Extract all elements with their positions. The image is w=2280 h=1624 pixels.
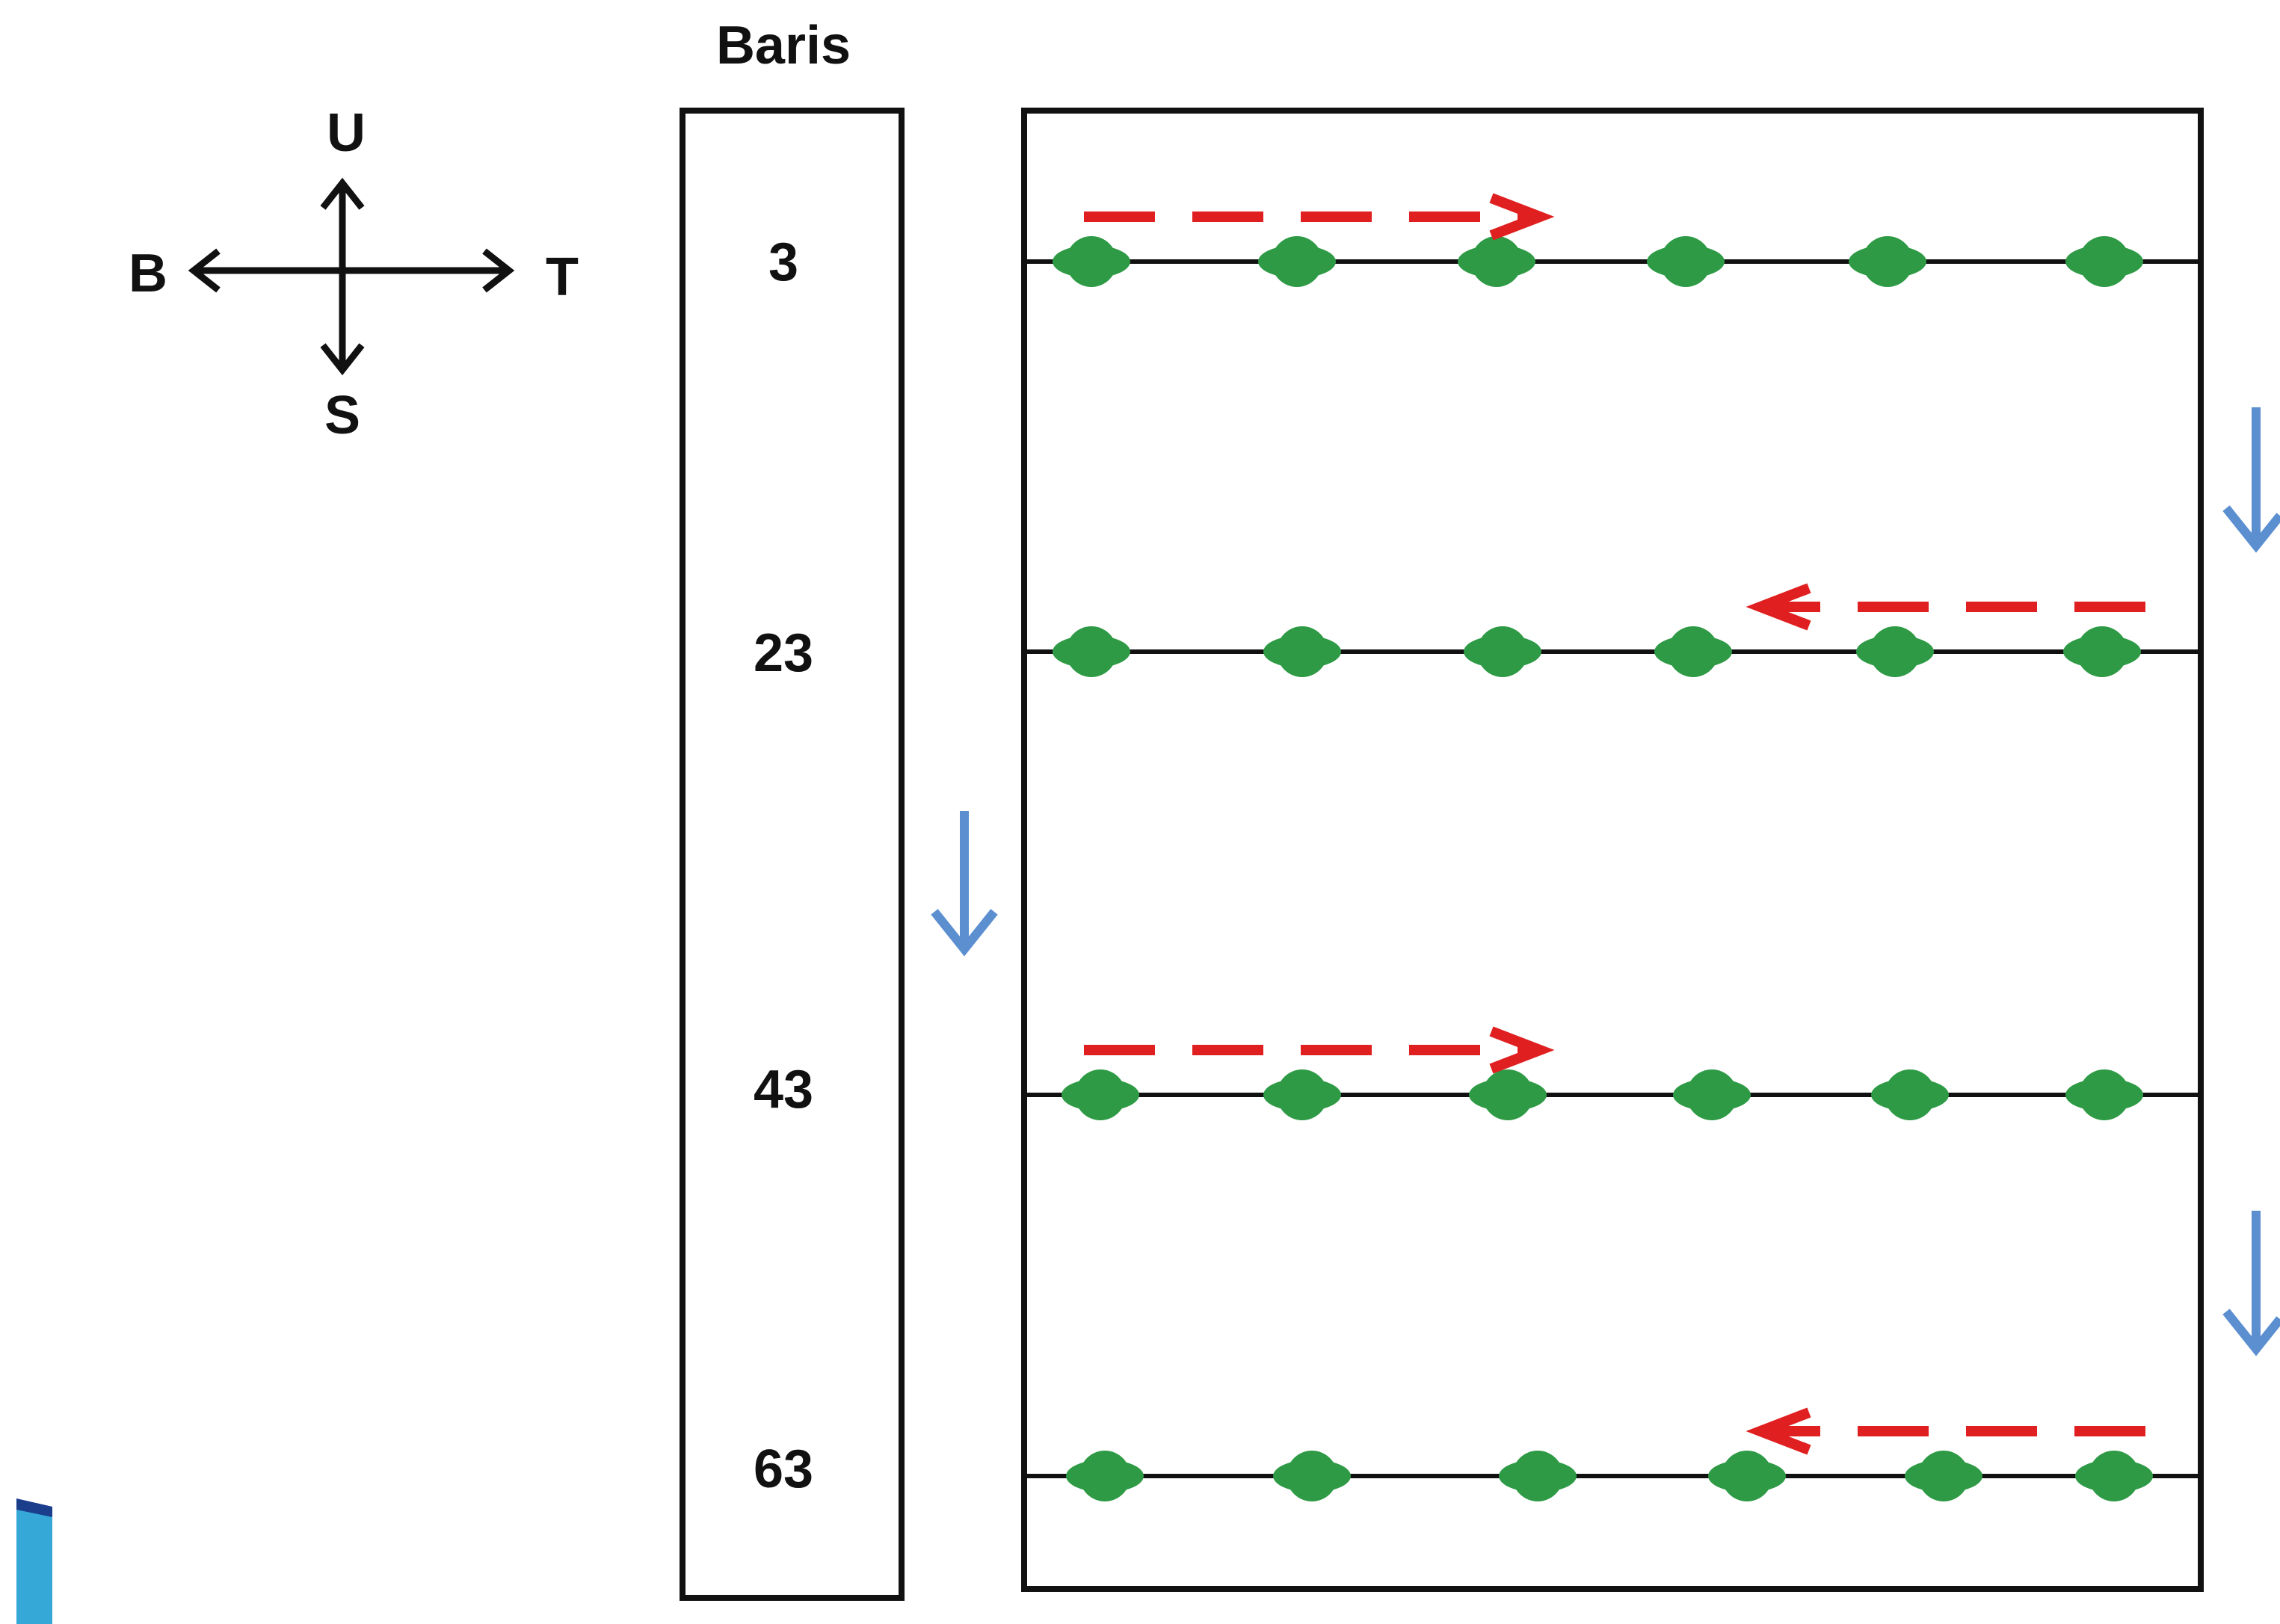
plant-row (1027, 193, 2198, 287)
west-arrowhead-icon (188, 248, 221, 293)
compass-north-label: U (327, 103, 366, 163)
plant-marker-icon (2063, 626, 2141, 677)
plant-row (1027, 583, 2198, 677)
plant-marker-icon (2065, 236, 2143, 287)
compass-south-label: S (324, 386, 360, 445)
plant-marker-icon (1654, 626, 1732, 677)
row-number-label: 23 (754, 623, 813, 683)
plant-marker-icon (1053, 236, 1130, 287)
travel-arrow-east-icon (1084, 193, 1555, 241)
south-arrowhead-icon (320, 343, 365, 376)
row-number-label: 43 (754, 1060, 813, 1120)
row-column-header: Baris (716, 16, 851, 75)
plant-marker-icon (1499, 1451, 1577, 1501)
field-plot-border (1021, 108, 2204, 1592)
compass: U S B T (129, 103, 579, 445)
plant-marker-icon (1905, 1451, 1982, 1501)
plant-row (1027, 1407, 2198, 1501)
compass-west-label: B (129, 244, 167, 303)
arrow-down-icon (931, 811, 998, 957)
plant-marker-icon (1849, 236, 1926, 287)
plant-marker-icon (1708, 1451, 1786, 1501)
compass-east-label: T (546, 247, 579, 307)
plant-marker-icon (1263, 1069, 1341, 1120)
plant-marker-icon (1673, 1069, 1751, 1120)
plant-marker-icon (1258, 236, 1336, 287)
arrow-down-icon (2222, 1211, 2280, 1356)
plant-marker-icon (1647, 236, 1725, 287)
plant-marker-icon (1263, 626, 1341, 677)
travel-arrow-west-icon (1746, 583, 2145, 631)
row-number-label: 3 (768, 232, 798, 292)
plant-row (1027, 1026, 2198, 1120)
row-number-labels: 3 23 43 63 (754, 232, 813, 1499)
plant-marker-icon (1469, 1069, 1547, 1120)
plant-marker-icon (1273, 1451, 1351, 1501)
corner-fragment (16, 1498, 52, 1624)
north-arrowhead-icon (320, 177, 365, 210)
east-arrowhead-icon (482, 248, 515, 293)
plant-marker-icon (1464, 626, 1541, 677)
plant-marker-icon (1856, 626, 1934, 677)
travel-arrow-west-icon (1746, 1407, 2145, 1455)
row-number-column (680, 108, 905, 1601)
plant-marker-icon (2075, 1451, 2153, 1501)
travel-arrow-east-icon (1084, 1026, 1555, 1074)
row-number-label: 63 (754, 1439, 813, 1499)
plant-marker-icon (2065, 1069, 2143, 1120)
plant-marker-icon (1062, 1069, 1139, 1120)
plant-marker-icon (1053, 626, 1130, 677)
plant-marker-icon (1458, 236, 1535, 287)
plant-marker-icon (1066, 1451, 1144, 1501)
arrow-down-icon (2222, 407, 2280, 553)
plant-rows (1027, 193, 2198, 1501)
plant-marker-icon (1871, 1069, 1949, 1120)
